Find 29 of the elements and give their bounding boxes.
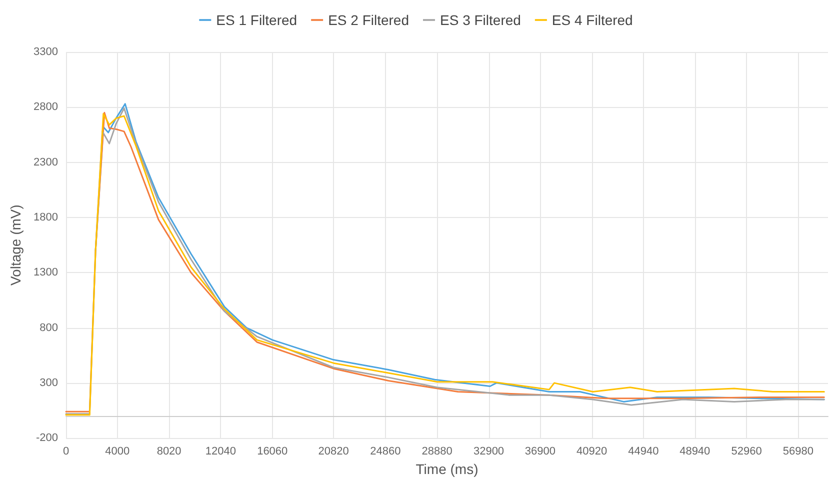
legend-label: ES 4 Filtered: [552, 12, 633, 28]
y-tick-label: 1300: [34, 266, 58, 279]
x-tick-label: 56980: [782, 446, 814, 458]
y-tick-label: 2800: [34, 101, 58, 114]
x-tick-label: 24860: [370, 446, 401, 458]
legend-label: ES 2 Filtered: [328, 12, 410, 28]
x-tick-label: 36900: [524, 446, 556, 458]
legend-label: ES 3 Filtered: [440, 12, 521, 28]
y-axis-title: Voltage (mV): [8, 204, 24, 286]
x-tick-label: 4000: [105, 446, 130, 458]
y-tick-label: 1800: [34, 211, 58, 224]
legend-label: ES 1 Filtered: [216, 12, 298, 28]
y-tick-label: 300: [40, 376, 58, 389]
x-axis-title: Time (ms): [416, 461, 478, 477]
y-tick-label: 800: [40, 322, 58, 334]
y-tick-label: -200: [36, 432, 58, 444]
x-tick-label: 20820: [318, 446, 349, 458]
x-tick-label: 48940: [680, 446, 710, 458]
y-tick-label: 2300: [34, 156, 58, 168]
x-tick-label: 16060: [257, 446, 288, 458]
x-tick-label: 28880: [422, 446, 452, 458]
x-tick-label: 40920: [576, 446, 608, 458]
y-tick-label: 3300: [34, 46, 58, 58]
x-tick-label: 32900: [473, 446, 504, 458]
x-tick-label: 44940: [628, 446, 659, 458]
x-tick-label: 52960: [731, 446, 762, 458]
x-tick-label: 8020: [156, 446, 182, 458]
x-tick-label: 0: [62, 446, 70, 458]
x-tick-label: 12040: [205, 446, 236, 458]
